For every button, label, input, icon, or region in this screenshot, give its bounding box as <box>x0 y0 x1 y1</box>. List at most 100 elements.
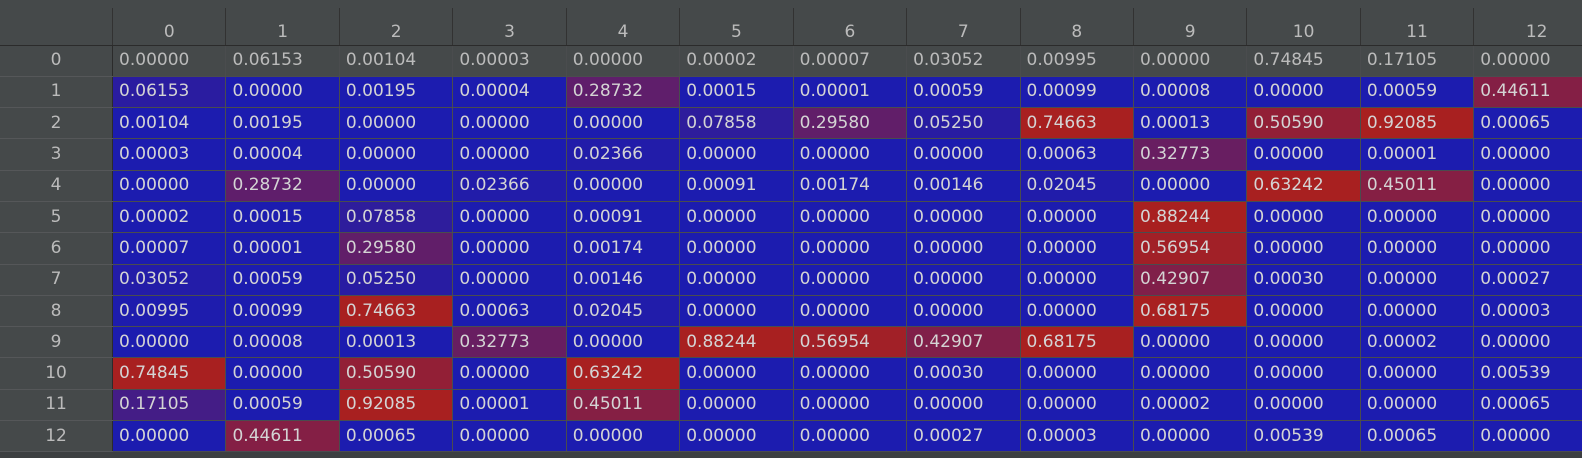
table-cell[interactable]: 0.00003 <box>1020 420 1134 453</box>
table-cell[interactable]: 0.00065 <box>1473 107 1582 140</box>
table-cell[interactable]: 0.07858 <box>679 107 794 140</box>
table-cell[interactable]: 0.00000 <box>452 107 567 140</box>
table-cell[interactable]: 0.17105 <box>1360 45 1475 77</box>
table-cell[interactable]: 0.00539 <box>1473 357 1582 390</box>
table-cell[interactable]: 0.00000 <box>1246 138 1361 171</box>
table-cell[interactable]: 0.00000 <box>906 264 1021 296</box>
row-index[interactable]: 7 <box>0 264 114 296</box>
table-cell[interactable]: 0.00000 <box>1473 232 1582 265</box>
table-cell[interactable]: 0.00000 <box>906 232 1021 265</box>
table-cell[interactable]: 0.02045 <box>566 295 681 328</box>
row-index[interactable]: 0 <box>0 45 114 77</box>
table-cell[interactable]: 0.42907 <box>1133 264 1248 296</box>
table-cell[interactable]: 0.00000 <box>793 420 908 453</box>
table-cell[interactable]: 0.00004 <box>452 76 567 109</box>
table-cell[interactable]: 0.45011 <box>566 389 681 422</box>
table-cell[interactable]: 0.00000 <box>793 138 908 171</box>
column-header[interactable]: 6 <box>793 8 908 46</box>
table-cell[interactable]: 0.00000 <box>1020 389 1134 422</box>
table-cell[interactable]: 0.02366 <box>452 170 567 202</box>
row-index[interactable]: 5 <box>0 201 114 234</box>
table-cell[interactable]: 0.00174 <box>566 232 681 265</box>
table-cell[interactable]: 0.00000 <box>793 295 908 328</box>
table-cell[interactable]: 0.00000 <box>793 232 908 265</box>
table-cell[interactable]: 0.00000 <box>452 357 567 390</box>
table-cell[interactable]: 0.00000 <box>679 295 794 328</box>
table-cell[interactable]: 0.00000 <box>1360 232 1475 265</box>
table-cell[interactable]: 0.02045 <box>1020 170 1134 202</box>
table-cell[interactable]: 0.00000 <box>1473 201 1582 234</box>
table-cell[interactable]: 0.00015 <box>679 76 794 109</box>
column-header[interactable]: 9 <box>1133 8 1248 46</box>
table-cell[interactable]: 0.00065 <box>1360 420 1475 453</box>
table-cell[interactable]: 0.00000 <box>1473 45 1582 77</box>
table-cell[interactable]: 0.07858 <box>339 201 454 234</box>
table-cell[interactable]: 0.00000 <box>1473 170 1582 202</box>
table-cell[interactable]: 0.00000 <box>679 420 794 453</box>
table-cell[interactable]: 0.00104 <box>339 45 454 77</box>
table-cell[interactable]: 0.00063 <box>452 295 567 328</box>
table-cell[interactable]: 0.50590 <box>1246 107 1361 140</box>
table-cell[interactable]: 0.00000 <box>1360 201 1475 234</box>
table-cell[interactable]: 0.00174 <box>793 170 908 202</box>
table-cell[interactable]: 0.74663 <box>339 295 454 328</box>
table-cell[interactable]: 0.00065 <box>1473 389 1582 422</box>
table-cell[interactable]: 0.74845 <box>112 357 227 390</box>
table-cell[interactable]: 0.29580 <box>339 232 454 265</box>
table-cell[interactable]: 0.00000 <box>1246 295 1361 328</box>
row-index[interactable]: 11 <box>0 389 114 422</box>
row-index[interactable]: 1 <box>0 76 114 109</box>
table-cell[interactable]: 0.00000 <box>1246 326 1361 359</box>
table-cell[interactable]: 0.74845 <box>1246 45 1361 77</box>
table-cell[interactable]: 0.00027 <box>906 420 1021 453</box>
table-cell[interactable]: 0.00000 <box>1133 326 1248 359</box>
table-cell[interactable]: 0.63242 <box>566 357 681 390</box>
table-cell[interactable]: 0.00001 <box>452 389 567 422</box>
table-cell[interactable]: 0.00091 <box>566 201 681 234</box>
table-cell[interactable]: 0.00000 <box>679 357 794 390</box>
table-cell[interactable]: 0.44611 <box>225 420 340 453</box>
table-cell[interactable]: 0.68175 <box>1133 295 1248 328</box>
row-index[interactable]: 9 <box>0 326 114 359</box>
table-cell[interactable]: 0.00539 <box>1246 420 1361 453</box>
table-cell[interactable]: 0.56954 <box>793 326 908 359</box>
table-cell[interactable]: 0.00000 <box>452 264 567 296</box>
table-cell[interactable]: 0.00007 <box>112 232 227 265</box>
table-cell[interactable]: 0.00008 <box>225 326 340 359</box>
table-cell[interactable]: 0.00000 <box>1473 138 1582 171</box>
table-cell[interactable]: 0.00000 <box>793 357 908 390</box>
table-cell[interactable]: 0.00000 <box>225 76 340 109</box>
table-cell[interactable]: 0.00000 <box>1020 357 1134 390</box>
table-cell[interactable]: 0.00146 <box>566 264 681 296</box>
table-cell[interactable]: 0.03052 <box>906 45 1021 77</box>
table-cell[interactable]: 0.00000 <box>452 138 567 171</box>
table-cell[interactable]: 0.00099 <box>225 295 340 328</box>
table-cell[interactable]: 0.00104 <box>112 107 227 140</box>
table-cell[interactable]: 0.00000 <box>452 420 567 453</box>
table-cell[interactable]: 0.00000 <box>339 170 454 202</box>
table-cell[interactable]: 0.92085 <box>339 389 454 422</box>
table-cell[interactable]: 0.00000 <box>1473 326 1582 359</box>
table-cell[interactable]: 0.05250 <box>906 107 1021 140</box>
table-cell[interactable]: 0.00000 <box>566 326 681 359</box>
table-cell[interactable]: 0.00000 <box>112 326 227 359</box>
table-cell[interactable]: 0.00000 <box>1360 295 1475 328</box>
table-cell[interactable]: 0.00004 <box>225 138 340 171</box>
table-cell[interactable]: 0.17105 <box>112 389 227 422</box>
table-cell[interactable]: 0.06153 <box>225 45 340 77</box>
table-cell[interactable]: 0.00030 <box>1246 264 1361 296</box>
table-cell[interactable]: 0.00000 <box>1020 264 1134 296</box>
table-cell[interactable]: 0.00000 <box>906 389 1021 422</box>
table-cell[interactable]: 0.00000 <box>1020 295 1134 328</box>
table-cell[interactable]: 0.00003 <box>452 45 567 77</box>
table-cell[interactable]: 0.28732 <box>225 170 340 202</box>
table-cell[interactable]: 0.00000 <box>452 201 567 234</box>
table-cell[interactable]: 0.00015 <box>225 201 340 234</box>
table-cell[interactable]: 0.00000 <box>1360 357 1475 390</box>
table-cell[interactable]: 0.56954 <box>1133 232 1248 265</box>
column-header[interactable]: 0 <box>112 8 227 46</box>
table-cell[interactable]: 0.00000 <box>112 420 227 453</box>
table-cell[interactable]: 0.00063 <box>1020 138 1134 171</box>
table-cell[interactable]: 0.00000 <box>679 201 794 234</box>
column-header[interactable]: 4 <box>566 8 681 46</box>
